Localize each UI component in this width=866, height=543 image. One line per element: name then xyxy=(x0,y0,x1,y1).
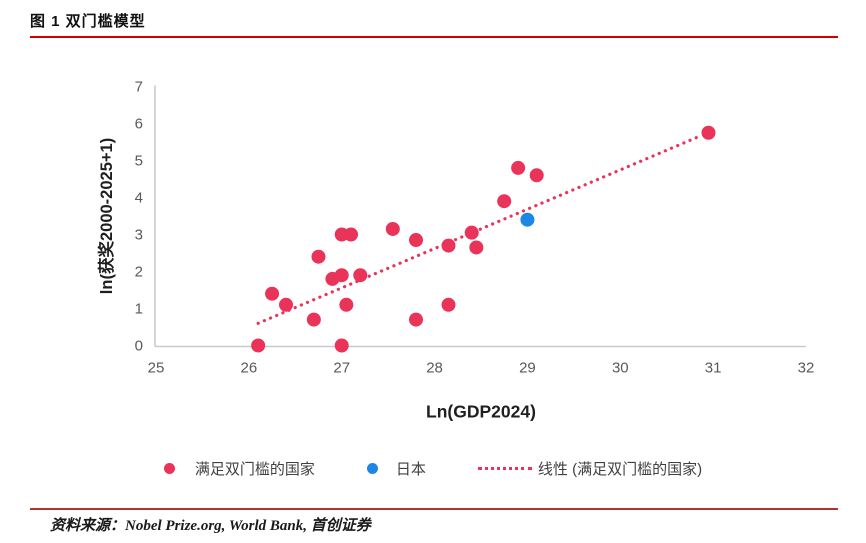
data-point xyxy=(701,125,716,140)
chart-legend: 满足双门槛的国家 日本 线性 (满足双门槛的国家) xyxy=(0,458,866,479)
data-point xyxy=(251,338,266,353)
data-point xyxy=(529,168,544,183)
data-point xyxy=(464,225,479,240)
x-axis-title: Ln(GDP2024) xyxy=(426,402,536,422)
data-point xyxy=(385,221,400,236)
legend-item-countries: 满足双门槛的国家 xyxy=(163,458,315,479)
data-point xyxy=(441,297,456,312)
footer-rule xyxy=(30,508,838,511)
x-tick-label: 31 xyxy=(705,360,722,377)
data-point xyxy=(409,312,423,327)
y-tick-label: 1 xyxy=(135,301,143,318)
x-tick-label: 30 xyxy=(612,360,629,377)
data-point xyxy=(306,312,321,327)
data-point xyxy=(441,238,456,253)
data-point xyxy=(279,297,293,312)
trendline xyxy=(256,134,701,325)
data-point xyxy=(353,268,368,283)
data-point xyxy=(339,297,354,312)
y-tick-label: 2 xyxy=(135,264,143,281)
legend-label-countries: 满足双门槛的国家 xyxy=(194,461,315,478)
x-tick-label: 28 xyxy=(426,360,443,377)
y-tick-label: 6 xyxy=(135,116,143,133)
data-point xyxy=(497,194,512,209)
data-point xyxy=(520,212,535,227)
y-tick-label: 5 xyxy=(135,153,143,170)
figure-title: 图 1 双门槛模型 xyxy=(30,13,146,30)
y-tick-label: 7 xyxy=(135,79,143,96)
red-dot-icon xyxy=(163,463,175,474)
data-point xyxy=(311,249,326,264)
x-tick-label: 32 xyxy=(798,360,815,377)
data-point xyxy=(469,240,484,255)
title-rule xyxy=(30,36,838,39)
legend-label-trendline: 线性 (满足双门槛的国家) xyxy=(537,461,703,478)
legend-label-japan: 日本 xyxy=(395,461,426,478)
y-tick-label: 4 xyxy=(135,190,143,207)
legend-item-japan: 日本 xyxy=(366,458,426,479)
data-point xyxy=(511,160,526,175)
x-tick-label: 25 xyxy=(148,360,165,377)
dotted-line-icon xyxy=(477,467,532,470)
x-tick-label: 26 xyxy=(241,360,258,377)
data-point xyxy=(265,286,280,301)
data-point xyxy=(334,338,349,353)
data-point xyxy=(334,268,349,283)
y-tick-label: 0 xyxy=(135,338,143,355)
y-tick-label: 3 xyxy=(135,227,143,244)
legend-item-trendline: 线性 (满足双门槛的国家) xyxy=(477,458,703,479)
x-tick-label: 29 xyxy=(519,360,536,377)
data-point xyxy=(344,227,358,242)
blue-dot-icon xyxy=(366,463,378,474)
x-tick-label: 27 xyxy=(333,360,350,377)
y-axis-title: ln(获奖2000-2025+1) xyxy=(96,138,116,294)
data-source: 资料来源：Nobel Prize.org, World Bank, 首创证券 xyxy=(50,518,371,534)
data-point xyxy=(409,233,423,248)
